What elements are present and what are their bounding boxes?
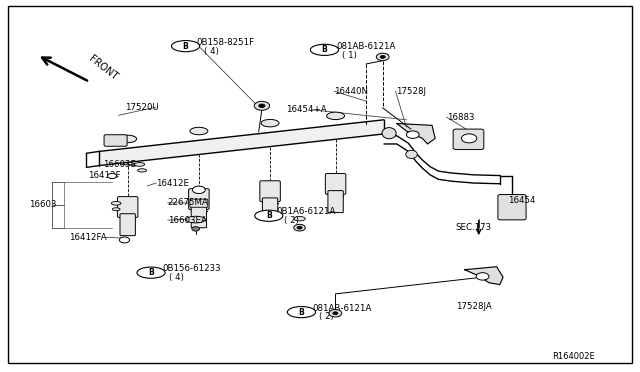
Text: 16412FA: 16412FA	[69, 233, 107, 242]
Ellipse shape	[190, 127, 208, 135]
Ellipse shape	[186, 216, 205, 223]
Ellipse shape	[255, 210, 283, 221]
Text: ( 1): ( 1)	[342, 51, 357, 60]
Ellipse shape	[294, 217, 305, 221]
Text: FRONT: FRONT	[86, 54, 119, 82]
FancyBboxPatch shape	[118, 196, 138, 217]
Polygon shape	[99, 120, 384, 166]
Circle shape	[376, 53, 389, 61]
FancyBboxPatch shape	[262, 198, 278, 220]
Text: 081AB-6121A: 081AB-6121A	[312, 304, 372, 312]
Text: ( 4): ( 4)	[169, 273, 184, 282]
Text: B: B	[322, 45, 327, 54]
Circle shape	[254, 101, 269, 110]
Circle shape	[329, 310, 342, 317]
Ellipse shape	[119, 135, 137, 142]
Text: 16440N: 16440N	[334, 87, 368, 96]
Ellipse shape	[172, 41, 200, 52]
Text: B: B	[299, 308, 304, 317]
Text: B: B	[148, 268, 154, 277]
Text: 17520U: 17520U	[125, 103, 159, 112]
FancyBboxPatch shape	[260, 181, 280, 202]
Ellipse shape	[382, 128, 396, 139]
Circle shape	[193, 186, 205, 193]
Text: SEC.173: SEC.173	[456, 223, 492, 232]
Circle shape	[259, 104, 265, 108]
Circle shape	[119, 237, 129, 243]
Polygon shape	[397, 124, 435, 144]
Ellipse shape	[287, 307, 316, 318]
Text: ( 4): ( 4)	[204, 47, 218, 56]
Ellipse shape	[406, 150, 417, 158]
Circle shape	[297, 226, 302, 229]
Ellipse shape	[326, 112, 344, 119]
Circle shape	[461, 134, 477, 143]
Ellipse shape	[111, 202, 121, 205]
Text: 16603: 16603	[29, 200, 56, 209]
Polygon shape	[465, 267, 503, 285]
Ellipse shape	[137, 267, 165, 278]
Circle shape	[380, 55, 385, 58]
Ellipse shape	[310, 44, 339, 55]
Text: R164002E: R164002E	[552, 352, 595, 361]
Ellipse shape	[113, 208, 120, 211]
Text: 16454: 16454	[508, 196, 535, 205]
Text: 081AB-6121A: 081AB-6121A	[336, 42, 396, 51]
Text: B: B	[183, 42, 188, 51]
FancyBboxPatch shape	[498, 195, 526, 220]
Ellipse shape	[134, 163, 145, 166]
FancyBboxPatch shape	[325, 173, 346, 194]
Circle shape	[294, 224, 305, 231]
Text: 16603EA: 16603EA	[168, 216, 207, 225]
Text: B: B	[266, 211, 271, 220]
Text: 16454+A: 16454+A	[286, 105, 326, 114]
Text: 16883: 16883	[447, 113, 474, 122]
Ellipse shape	[261, 119, 279, 127]
Text: 22675MA: 22675MA	[168, 198, 209, 207]
Text: 17528J: 17528J	[396, 87, 426, 96]
Text: ( 2): ( 2)	[284, 216, 298, 225]
FancyBboxPatch shape	[104, 135, 127, 146]
FancyBboxPatch shape	[120, 214, 136, 236]
Circle shape	[192, 227, 200, 231]
Circle shape	[333, 312, 338, 315]
Text: 16412F: 16412F	[88, 171, 120, 180]
Circle shape	[108, 173, 116, 179]
FancyBboxPatch shape	[328, 190, 343, 212]
Text: 0B156-61233: 0B156-61233	[162, 264, 221, 273]
Text: 0B158-8251F: 0B158-8251F	[196, 38, 255, 47]
Circle shape	[476, 273, 489, 280]
FancyBboxPatch shape	[190, 199, 208, 207]
FancyBboxPatch shape	[191, 206, 207, 228]
Text: 16412E: 16412E	[156, 179, 189, 187]
Text: 0B1A6-6121A: 0B1A6-6121A	[276, 207, 336, 216]
Ellipse shape	[138, 169, 147, 172]
FancyBboxPatch shape	[453, 129, 484, 150]
Text: ( 2): ( 2)	[319, 312, 333, 321]
Text: 16603E: 16603E	[103, 160, 136, 169]
Text: 17528JA: 17528JA	[456, 302, 492, 311]
Circle shape	[406, 131, 419, 138]
FancyBboxPatch shape	[189, 189, 209, 209]
